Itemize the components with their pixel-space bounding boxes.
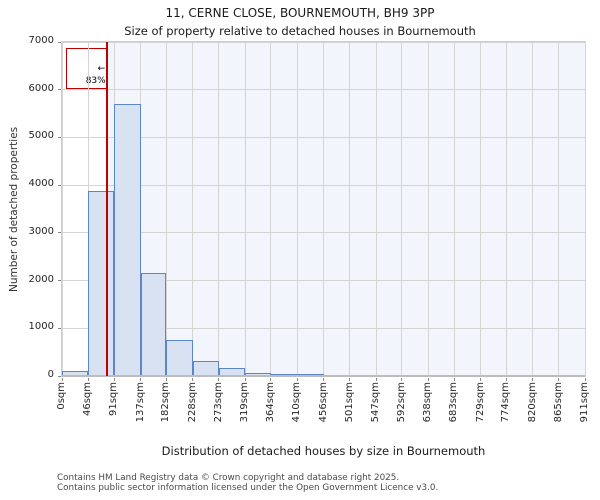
histogram-bar xyxy=(218,368,246,376)
histogram-bar xyxy=(166,340,193,376)
gridline xyxy=(558,42,560,376)
x-tickmark xyxy=(270,378,272,381)
y-tick-label: 3000 xyxy=(28,225,54,237)
x-tick-label: 91sqm xyxy=(108,382,120,417)
gridline xyxy=(427,42,429,376)
y-tick-label: 0 xyxy=(47,369,54,380)
x-tick-label: 774sqm xyxy=(500,382,512,423)
property-size-marker-line xyxy=(106,42,109,376)
gridline xyxy=(375,42,377,376)
x-tick-label: 547sqm xyxy=(370,382,382,423)
x-tickmark xyxy=(480,378,481,381)
chart-subtitle: Size of property relative to detached ho… xyxy=(124,24,476,38)
x-tick-label: 456sqm xyxy=(317,382,329,423)
y-tick-label: 1000 xyxy=(28,321,54,333)
histogram-bar xyxy=(114,104,141,376)
histogram-bar xyxy=(62,371,89,376)
x-tickmark xyxy=(349,378,351,381)
y-tick-label: 2000 xyxy=(28,273,54,285)
x-tick-label: 638sqm xyxy=(422,382,434,423)
y-tickmark xyxy=(58,232,61,234)
x-tickmark xyxy=(505,378,507,381)
footer-attribution-hmlr: Contains HM Land Registry data © Crown c… xyxy=(57,473,400,483)
x-tickmark xyxy=(192,378,194,381)
histogram-bar xyxy=(140,273,167,376)
y-tick-label: 6000 xyxy=(28,82,54,94)
y-tickmark xyxy=(58,89,61,91)
y-tickmark xyxy=(58,375,61,377)
gridline xyxy=(584,42,586,376)
gridline xyxy=(296,42,298,376)
histogram-bar xyxy=(192,361,219,376)
x-tickmark xyxy=(375,378,377,381)
x-tickmark xyxy=(244,378,246,381)
x-axis-line xyxy=(62,375,585,377)
x-tickmark xyxy=(61,378,63,381)
x-tickmark xyxy=(140,378,142,381)
gridline xyxy=(401,42,403,376)
x-tick-label: 137sqm xyxy=(134,382,146,423)
gridline xyxy=(192,42,194,376)
x-tickmark xyxy=(427,378,429,381)
gridline xyxy=(323,42,325,376)
x-tick-label: 729sqm xyxy=(474,382,486,423)
x-axis-label: Distribution of detached houses by size … xyxy=(161,444,486,458)
x-tick-label: 46sqm xyxy=(82,382,94,417)
y-tickmark xyxy=(58,136,61,138)
x-tickmark xyxy=(87,378,89,381)
x-tickmark xyxy=(323,378,325,381)
gridline xyxy=(61,42,63,376)
y-tick-label: 7000 xyxy=(28,35,54,46)
gridline xyxy=(244,42,246,376)
y-tickmark xyxy=(58,280,61,282)
chart-title: 11, CERNE CLOSE, BOURNEMOUTH, BH9 3PP xyxy=(165,6,435,20)
x-tick-label: 410sqm xyxy=(291,382,303,423)
y-tickmark xyxy=(58,184,61,186)
gridline xyxy=(165,42,167,376)
shaded-larger-region xyxy=(107,42,585,376)
gridline xyxy=(218,42,220,376)
x-tickmark xyxy=(558,378,560,381)
x-tickmark xyxy=(453,378,455,381)
x-tick-label: 683sqm xyxy=(448,382,460,423)
histogram-bar xyxy=(245,372,271,376)
x-tickmark xyxy=(532,378,534,381)
x-tick-label: 0sqm xyxy=(56,382,67,410)
histogram-bar xyxy=(88,191,115,376)
footer-attribution-ogl: Contains public sector information licen… xyxy=(57,483,439,493)
x-tickmark xyxy=(218,378,220,381)
x-tick-label: 865sqm xyxy=(552,382,564,423)
x-tick-label: 182sqm xyxy=(160,382,172,423)
x-tickmark xyxy=(113,378,115,381)
x-tick-label: 820sqm xyxy=(526,382,538,423)
y-tick-label: 5000 xyxy=(28,130,54,142)
y-tickmark xyxy=(58,41,61,43)
x-tick-label: 319sqm xyxy=(239,382,251,423)
gridline xyxy=(140,42,142,376)
gridline xyxy=(505,42,507,376)
gridline xyxy=(532,42,534,376)
gridline xyxy=(480,42,481,376)
x-tickmark xyxy=(401,378,403,381)
y-tickmark xyxy=(58,327,61,329)
x-tickmark xyxy=(584,378,586,381)
x-tick-label: 364sqm xyxy=(264,382,276,423)
gridline xyxy=(453,42,455,376)
y-tick-label: 4000 xyxy=(28,178,54,190)
x-tick-label: 911sqm xyxy=(579,382,590,423)
gridline xyxy=(270,42,272,376)
x-tickmark xyxy=(296,378,298,381)
x-tick-label: 501sqm xyxy=(343,382,355,423)
x-tick-label: 273sqm xyxy=(212,382,224,423)
gridline xyxy=(349,42,351,376)
x-tick-label: 228sqm xyxy=(186,382,198,423)
x-tick-label: 592sqm xyxy=(395,382,407,423)
x-tickmark xyxy=(165,378,167,381)
